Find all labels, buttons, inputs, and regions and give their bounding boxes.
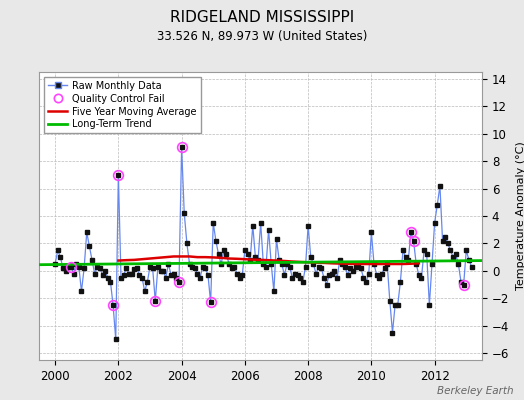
- Text: 33.526 N, 89.973 W (United States): 33.526 N, 89.973 W (United States): [157, 30, 367, 43]
- Text: RIDGELAND MISSISSIPPI: RIDGELAND MISSISSIPPI: [170, 10, 354, 25]
- Legend: Raw Monthly Data, Quality Control Fail, Five Year Moving Average, Long-Term Tren: Raw Monthly Data, Quality Control Fail, …: [44, 77, 201, 133]
- Text: Berkeley Earth: Berkeley Earth: [437, 386, 514, 396]
- Y-axis label: Temperature Anomaly (°C): Temperature Anomaly (°C): [516, 142, 524, 290]
